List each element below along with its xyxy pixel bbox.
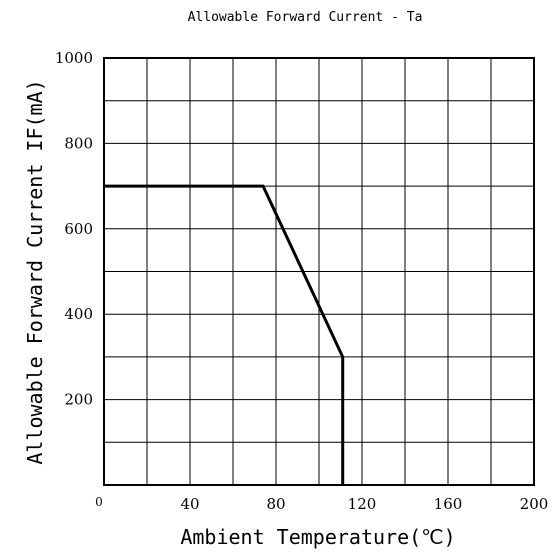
x-tick-labels: 0 40 80 120 160 200 — [95, 495, 548, 513]
x-tick-label: 200 — [520, 495, 549, 513]
x-tick-label: 0 — [95, 495, 103, 509]
y-tick-label: 400 — [64, 305, 93, 323]
y-axis-label: Allowable Forward Current IF(mA) — [23, 79, 47, 464]
x-tick-label: 40 — [180, 495, 199, 513]
y-tick-label: 200 — [64, 391, 93, 409]
x-tick-label: 120 — [348, 495, 377, 513]
x-tick-label: 160 — [434, 495, 463, 513]
y-tick-label: 800 — [64, 134, 93, 152]
chart-title: Allowable Forward Current - Ta — [188, 10, 423, 25]
derating-curve — [104, 184, 345, 485]
grid — [104, 58, 534, 485]
y-tick-label: 1000 — [55, 49, 93, 67]
x-tick-label: 80 — [266, 495, 285, 513]
y-tick-labels: 200 400 600 800 1000 — [55, 49, 93, 409]
plot-frame — [103, 57, 535, 486]
x-axis-label: Ambient Temperature(℃) — [180, 525, 455, 549]
y-tick-label: 600 — [64, 220, 93, 238]
